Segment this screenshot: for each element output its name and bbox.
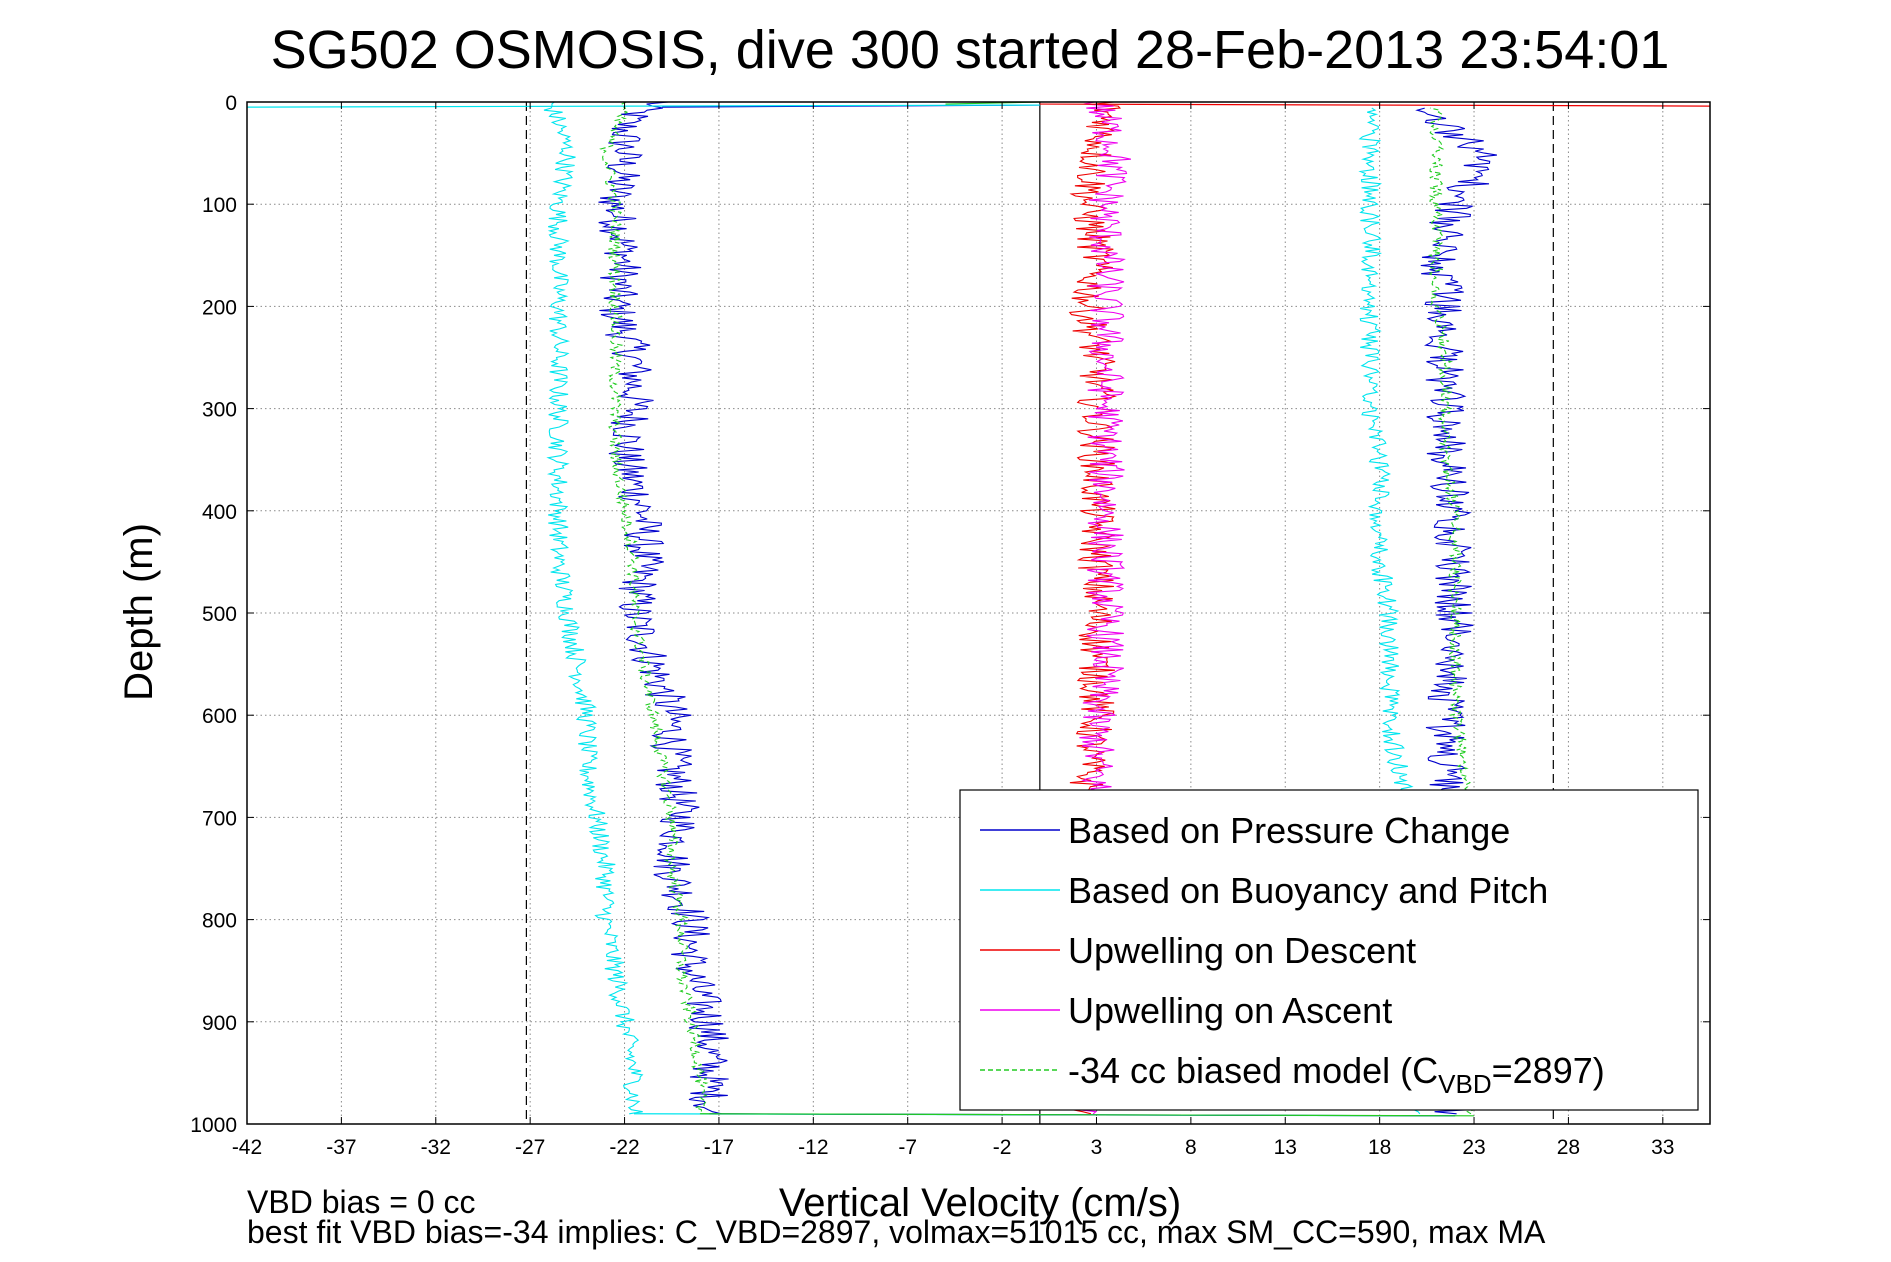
footer-line-2: best fit VBD bias=-34 implies: C_VBD=289… — [247, 1214, 1546, 1250]
y-tick-label: 1000 — [190, 1114, 237, 1137]
y-tick-label: 600 — [202, 705, 237, 728]
legend-box — [959, 789, 1699, 1111]
legend-suffix: =2897) — [1492, 1050, 1605, 1091]
x-tick-label: 3 — [1091, 1136, 1103, 1159]
y-tick-label: 400 — [202, 501, 237, 524]
legend-label: Based on Pressure Change — [1068, 810, 1510, 851]
x-tick-label: -22 — [609, 1136, 639, 1159]
x-tick-label: 23 — [1462, 1136, 1485, 1159]
footer-line-1: VBD bias = 0 cc — [247, 1184, 476, 1220]
legend-label: -34 cc biased model (CVBD=2897) — [1068, 1050, 1605, 1099]
bottom-turn — [700, 1113, 1475, 1117]
legend-subscript: VBD — [1438, 1069, 1491, 1099]
x-tick-label: -42 — [232, 1136, 262, 1159]
y-tick-labels: 0 100 200 300 400 500 600 700 800 900 1000 — [190, 92, 1710, 1137]
x-tick-label: -12 — [798, 1136, 828, 1159]
legend-label: Upwelling on Descent — [1068, 930, 1416, 971]
y-tick-label: 700 — [202, 807, 237, 830]
y-tick-label: 500 — [202, 603, 237, 626]
legend: Based on Pressure Change Based on Buoyanc… — [959, 789, 1699, 1111]
y-tick-label: 300 — [202, 399, 237, 422]
x-tick-label: 13 — [1274, 1136, 1297, 1159]
x-tick-label: -27 — [515, 1136, 545, 1159]
legend-label: Upwelling on Ascent — [1068, 990, 1392, 1031]
x-tick-label: -32 — [421, 1136, 451, 1159]
x-tick-labels: -42 -37 -32 -27 -22 -17 -12 -7 -2 3 8 13 18 23 28 33 — [232, 102, 1674, 1159]
surface-spike — [1039, 103, 1711, 107]
y-tick-label: 900 — [202, 1012, 237, 1035]
y-axis-label: Depth (m) — [117, 523, 161, 701]
x-tick-label: 33 — [1651, 1136, 1674, 1159]
chart-title: SG502 OSMOSIS, dive 300 started 28-Feb-2… — [271, 20, 1670, 80]
y-tick-label: 200 — [202, 296, 237, 319]
x-tick-label: 8 — [1185, 1136, 1197, 1159]
x-tick-label: -17 — [704, 1136, 734, 1159]
x-tick-label: -7 — [898, 1136, 917, 1159]
y-tick-label: 0 — [225, 92, 237, 115]
series-line — [599, 101, 709, 1115]
y-tick-label: 800 — [202, 910, 237, 933]
x-axis-label: Vertical Velocity (cm/s) — [779, 1181, 1181, 1225]
legend-label: Based on Buoyancy and Pitch — [1068, 870, 1548, 911]
x-tick-label: -37 — [326, 1136, 356, 1159]
y-tick-label: 100 — [202, 194, 237, 217]
x-tick-label: 18 — [1368, 1136, 1391, 1159]
series-line — [543, 101, 644, 1115]
x-tick-label: -2 — [993, 1136, 1012, 1159]
x-tick-label: 28 — [1557, 1136, 1580, 1159]
